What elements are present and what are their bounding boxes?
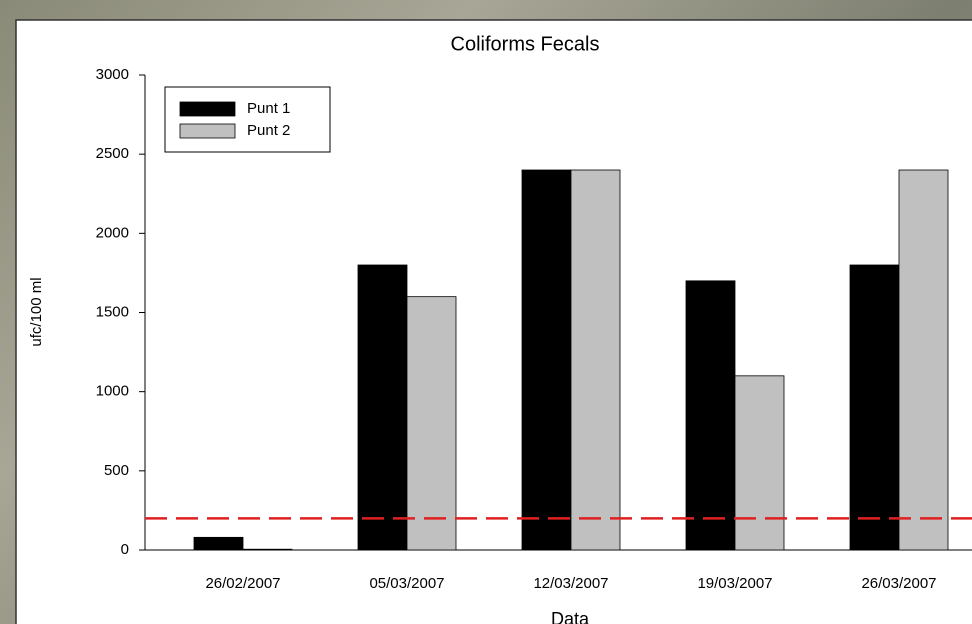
y-tick-label: 3000 (96, 66, 129, 83)
x-tick-label: 12/03/2007 (533, 575, 608, 592)
bar (521, 169, 572, 551)
x-axis-label: Data (551, 609, 590, 624)
x-tick-label: 26/02/2007 (205, 575, 280, 592)
bar (193, 536, 244, 551)
bar (242, 548, 293, 551)
legend-label: Punt 1 (247, 100, 290, 117)
y-tick-label: 2500 (96, 145, 129, 162)
y-tick-label: 500 (104, 462, 129, 479)
legend-swatch (179, 101, 236, 117)
y-tick-label: 2000 (96, 224, 129, 241)
bar (898, 169, 949, 551)
bar (849, 264, 900, 551)
y-tick-label: 0 (121, 541, 129, 558)
legend-label: Punt 2 (247, 122, 290, 139)
legend-swatch (179, 123, 236, 139)
y-axis-label: ufc/100 ml (28, 277, 45, 346)
chart-panel (15, 19, 972, 624)
bar (570, 169, 621, 551)
bar (734, 375, 785, 551)
bar (357, 264, 408, 551)
x-tick-label: 05/03/2007 (369, 575, 444, 592)
chart-title: Coliforms Fecals (451, 33, 600, 55)
y-tick-label: 1000 (96, 383, 129, 400)
legend-box (164, 86, 331, 153)
y-tick-label: 1500 (96, 303, 129, 320)
x-tick-label: 26/03/2007 (861, 575, 936, 592)
bar (406, 296, 457, 551)
x-tick-label: 19/03/2007 (697, 575, 772, 592)
bar (685, 280, 736, 551)
